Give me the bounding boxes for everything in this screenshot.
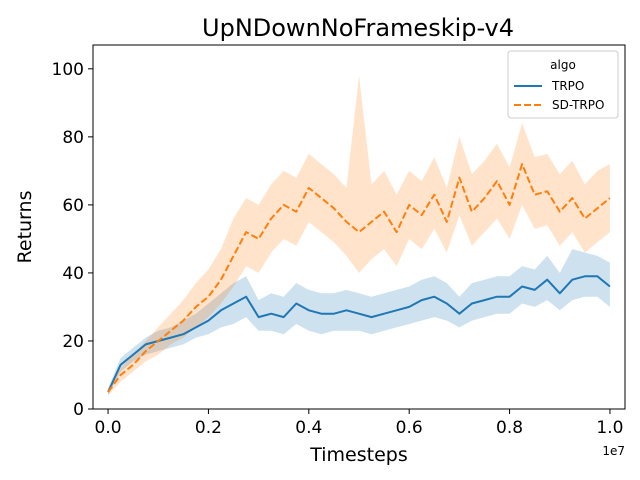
legend-label-sd-trpo: SD-TRPO <box>552 98 604 112</box>
y-axis: 0 20 40 60 80 100 <box>52 60 93 420</box>
series-line-sd-trpo <box>107 163 611 393</box>
plot-frame <box>92 44 626 410</box>
chart-title: UpNDownNoFrameskip-v4 <box>202 14 514 42</box>
legend: algo TRPO SD-TRPO <box>507 50 619 119</box>
y-tick-label: 40 <box>62 264 84 284</box>
x-tick-label: 0.2 <box>195 418 222 438</box>
y-tick-label: 80 <box>62 128 84 148</box>
x-tick-label: 0.4 <box>295 418 322 438</box>
legend-box <box>507 50 619 119</box>
legend-label-trpo: TRPO <box>551 79 584 93</box>
x-axis: 0.0 0.2 0.4 0.6 0.8 1.0 <box>95 409 623 438</box>
plot-area <box>107 75 611 396</box>
legend-title: algo <box>550 58 576 72</box>
y-tick-label: 60 <box>62 196 84 216</box>
y-axis-label: Returns <box>14 191 36 264</box>
y-tick-label: 100 <box>52 60 84 80</box>
y-tick-label: 20 <box>62 332 84 352</box>
y-tick-label: 0 <box>73 400 84 420</box>
x-tick-label: 0.8 <box>496 418 523 438</box>
x-tick-label: 1.0 <box>596 418 623 438</box>
confidence-band-trpo <box>108 249 610 396</box>
x-axis-offset-label: 1e7 <box>602 444 625 458</box>
x-axis-label: Timesteps <box>309 444 408 466</box>
confidence-band-sd-trpo <box>108 75 610 396</box>
x-tick-label: 0.0 <box>95 418 122 438</box>
series-line-trpo <box>107 275 611 393</box>
x-tick-label: 0.6 <box>396 418 423 438</box>
